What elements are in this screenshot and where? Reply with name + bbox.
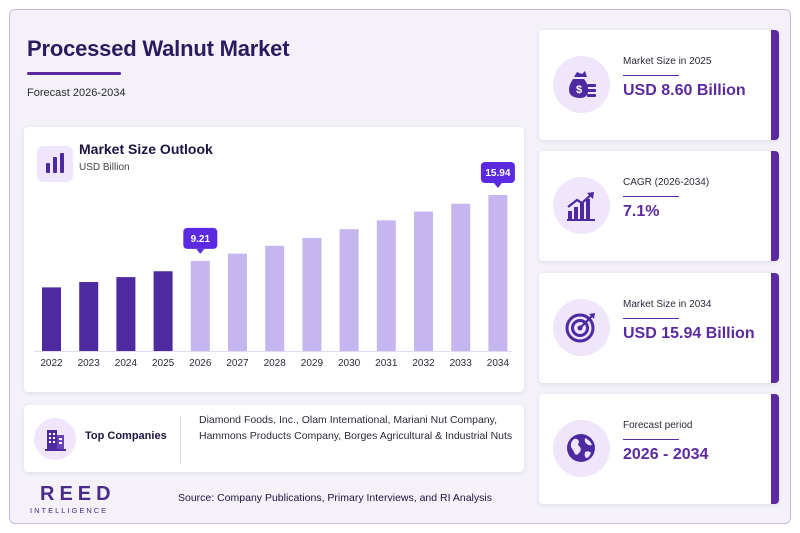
data-label: 9.21 (191, 234, 211, 245)
bar-2028 (265, 245, 285, 351)
x-tick-label: 2027 (226, 358, 249, 369)
chart-title: Market Size Outlook (79, 141, 213, 157)
x-tick-label: 2028 (264, 358, 287, 369)
bar-2025 (153, 271, 173, 351)
x-tick-label: 2024 (115, 358, 138, 369)
kpi-value: 7.1% (623, 203, 660, 220)
kpi-value: 2026 - 2034 (623, 446, 709, 463)
bar-2022 (42, 287, 61, 351)
bar-2026 (190, 260, 210, 351)
money-bag-icon: $ (553, 56, 610, 113)
bar-2030 (339, 229, 359, 351)
kpi-rule (623, 439, 679, 440)
target-icon (553, 299, 610, 356)
kpi-label: CAGR (2026-2034) (623, 177, 710, 188)
companies-label: Top Companies (85, 430, 167, 442)
source-note: Source: Company Publications, Primary In… (178, 492, 492, 504)
companies-list: Diamond Foods, Inc., Olam International,… (199, 414, 513, 442)
value-callout-pointer (493, 183, 502, 188)
kpi-card-market-size-2034: Market Size in 2034 USD 15.94 Billion (539, 273, 779, 383)
bar-2024 (116, 277, 136, 351)
x-tick-label: 2033 (450, 358, 473, 369)
kpi-card-market-size-2025: $ Market Size in 2025 USD 8.60 Billion (539, 30, 779, 140)
kpi-rule (623, 318, 679, 319)
bar-2034 (488, 195, 508, 351)
kpi-value: USD 15.94 Billion (623, 325, 755, 342)
x-tick-label: 2034 (487, 358, 510, 369)
kpi-rule (623, 75, 679, 76)
brand-logo-subtitle: INTELLIGENCE (30, 506, 109, 515)
value-callout-pointer (196, 248, 205, 254)
x-tick-label: 2026 (189, 358, 212, 369)
bar-2031 (376, 220, 396, 351)
kpi-accent (771, 273, 779, 383)
kpi-label: Forecast period (623, 420, 693, 431)
kpi-card-forecast-period: Forecast period 2026 - 2034 (539, 394, 779, 504)
kpi-rule (623, 196, 679, 197)
companies-card (24, 405, 524, 472)
bar-2029 (302, 237, 322, 351)
kpi-label: Market Size in 2034 (623, 299, 712, 310)
bar-2027 (228, 253, 247, 351)
companies-divider (180, 416, 181, 464)
kpi-accent (771, 394, 779, 504)
building-icon (34, 418, 76, 460)
x-tick-label: 2031 (375, 358, 398, 369)
globe-icon (553, 420, 610, 477)
kpi-value: USD 8.60 Billion (623, 82, 746, 99)
bar-chart: 2022 2023 2024 2025 2026 9.21 2027 2028 2029 2030… (34, 162, 515, 369)
x-tick-label: 2030 (338, 358, 361, 369)
data-label: 15.94 (485, 168, 510, 179)
svg-text:$: $ (576, 84, 582, 96)
x-tick-label: 2023 (78, 358, 101, 369)
brand-logo: REED (40, 483, 116, 505)
kpi-label: Market Size in 2025 (623, 56, 712, 67)
page-title: Processed Walnut Market (27, 36, 290, 61)
x-tick-label: 2025 (152, 358, 175, 369)
bar-2033 (451, 203, 471, 351)
title-underline (27, 72, 121, 75)
x-tick-label: 2032 (412, 358, 435, 369)
value-callout (183, 227, 218, 249)
bar-2023 (79, 282, 99, 351)
bar-chart-icon (37, 146, 73, 182)
bar-2032 (414, 211, 433, 351)
kpi-card-cagr: CAGR (2026-2034) 7.1% (539, 151, 779, 261)
kpi-accent (771, 151, 779, 261)
page-subtitle: Forecast 2026-2034 (27, 87, 126, 99)
chart-unit: USD Billion (79, 162, 130, 173)
growth-chart-icon (553, 177, 610, 234)
x-tick-label: 2022 (40, 358, 63, 369)
kpi-accent (771, 30, 779, 140)
x-tick-label: 2029 (301, 358, 324, 369)
value-callout (480, 162, 515, 183)
